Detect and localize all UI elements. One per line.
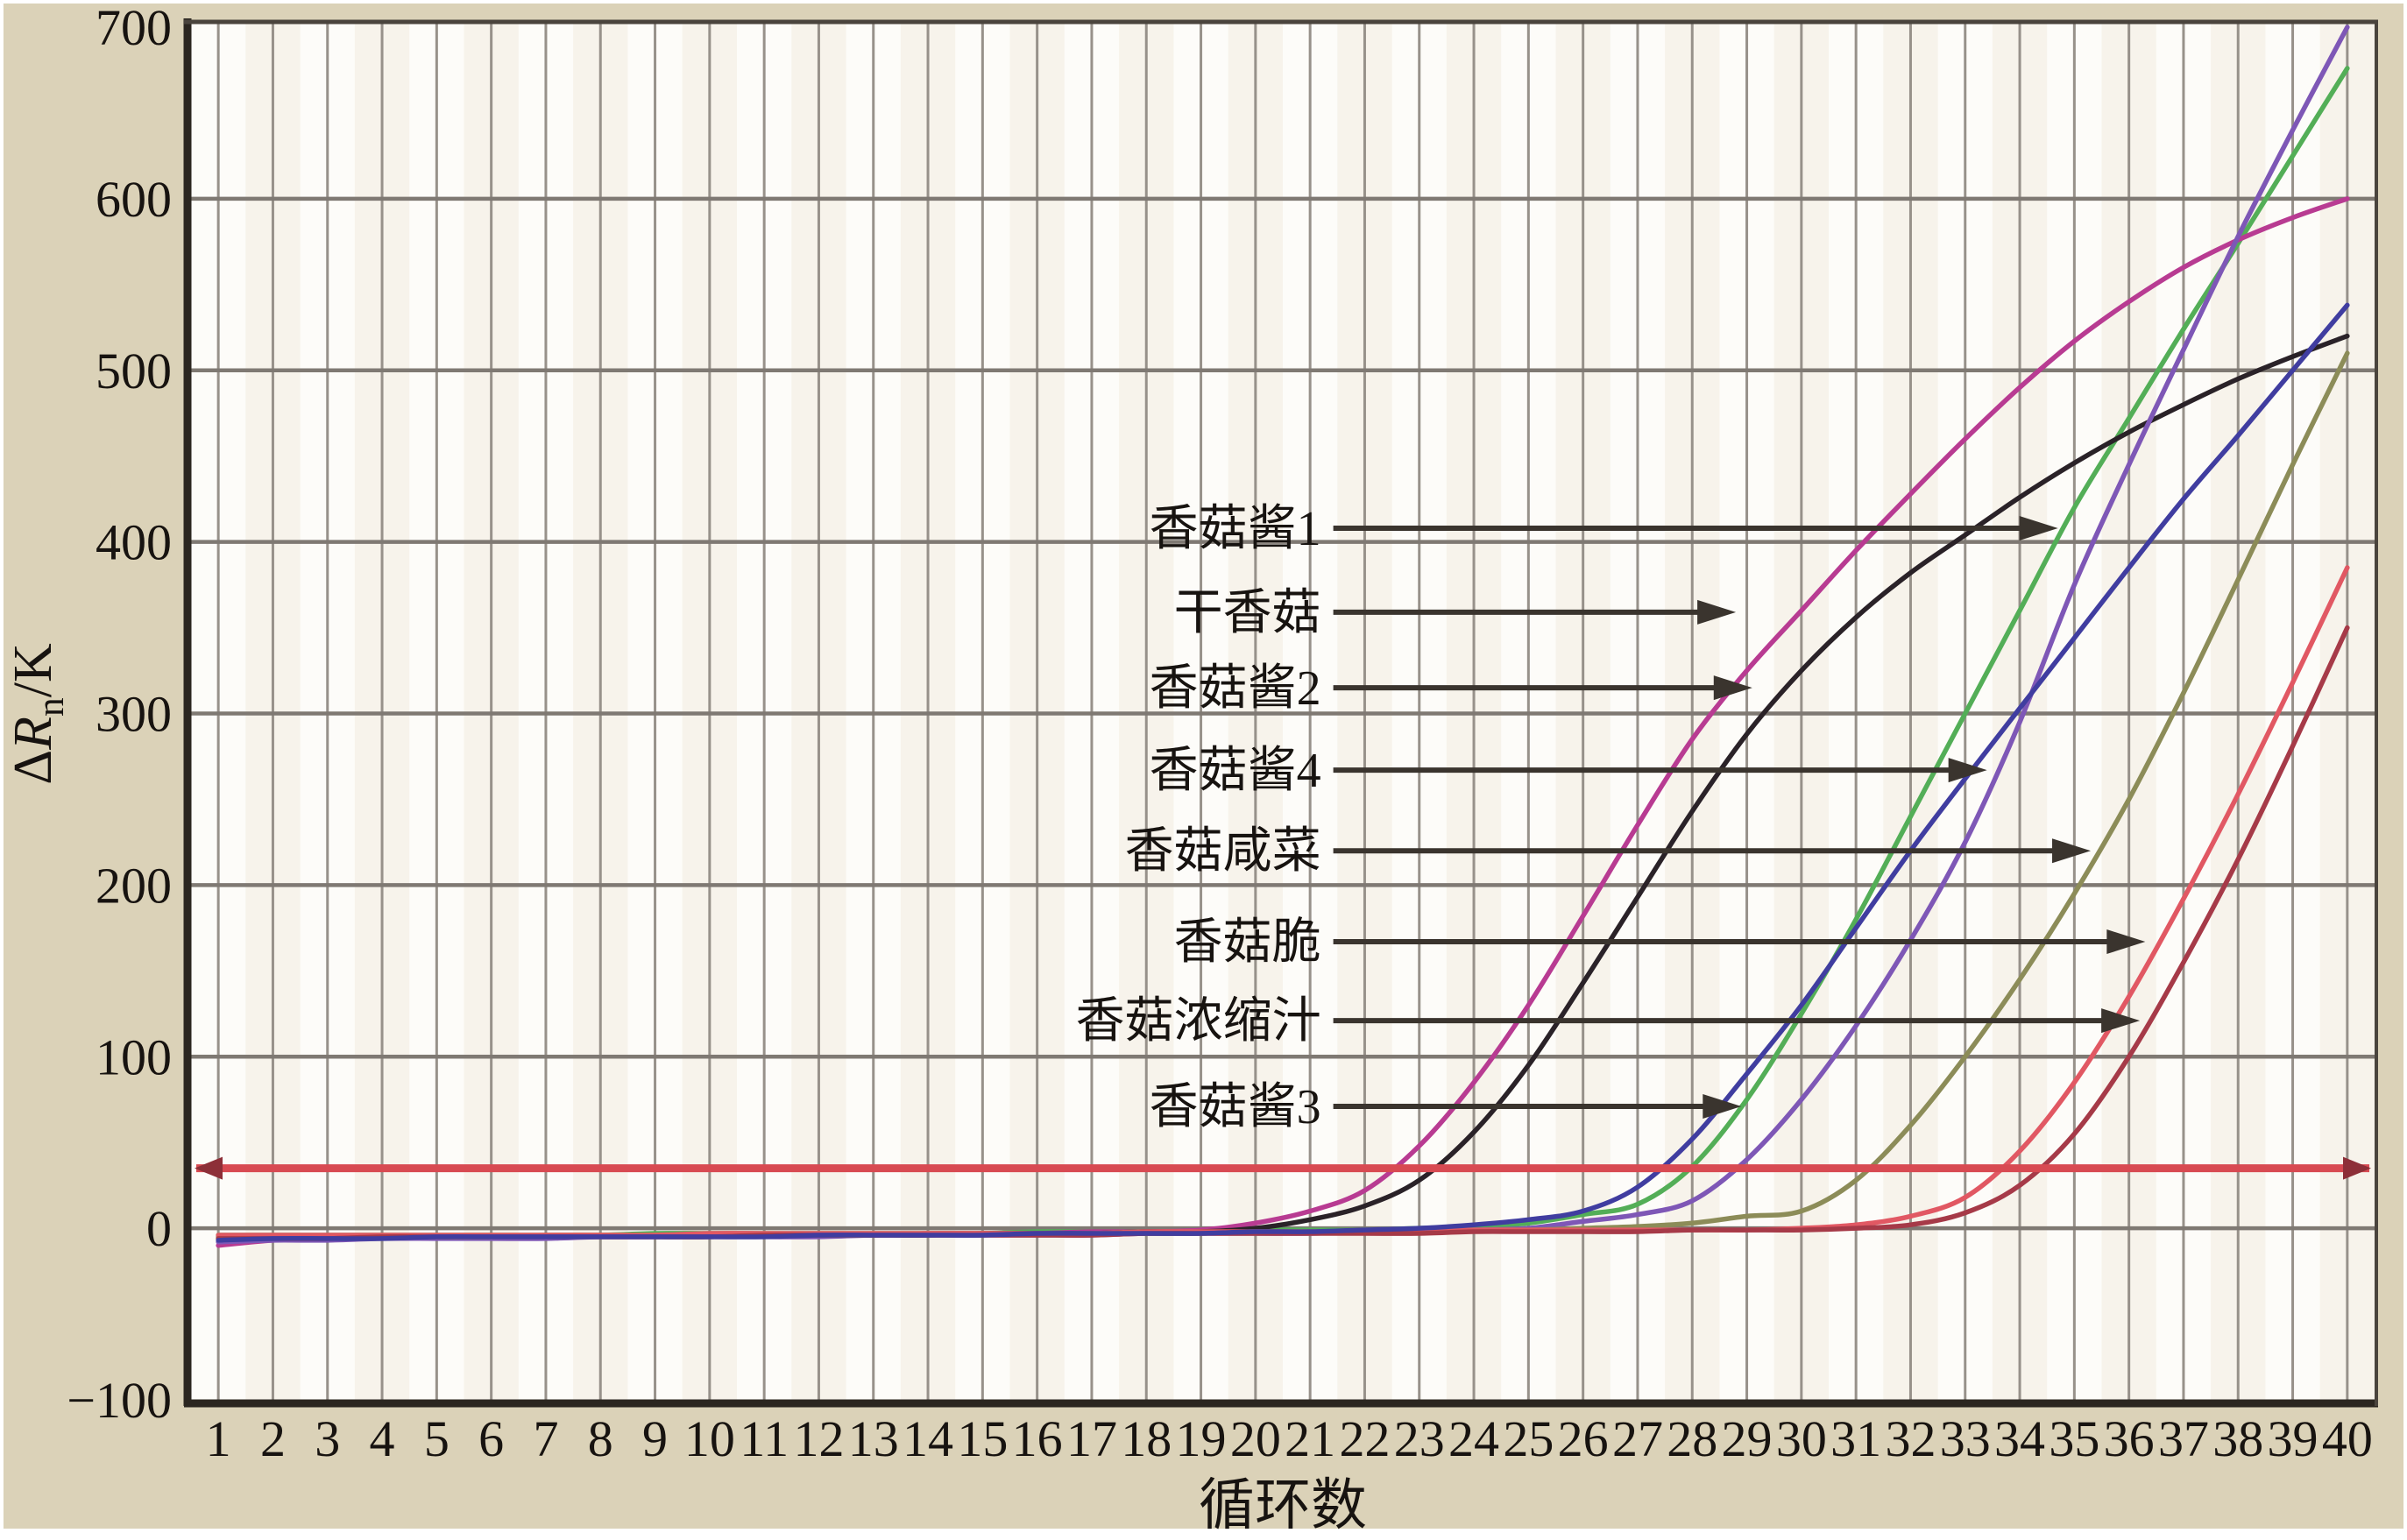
series-curves [216,25,2350,1248]
x-tick-label: 1 [206,1410,231,1467]
x-tick-label: 5 [424,1410,450,1467]
threshold-line [195,1156,2371,1180]
x-tick-label: 36 [2104,1410,2155,1467]
x-tick-label: 21 [1285,1410,1335,1467]
annotation-label: 香菇酱4 [1150,744,1321,798]
annotation-arrowhead [2019,515,2058,540]
y-axis-title-part: R [4,717,63,751]
x-tick-label: 4 [370,1410,395,1467]
threshold-right-arrowhead [2343,1156,2371,1180]
x-tick-label: 19 [1176,1410,1227,1467]
y-axis-title-part: Δ [4,750,63,785]
annotation-arrowhead [1948,758,1987,783]
x-tick-label: 24 [1448,1410,1499,1467]
y-tick-label: 0 [146,1200,172,1257]
plot-border [183,18,2378,1408]
y-tick-label: 100 [96,1028,172,1085]
annotation-arrowhead [1697,599,1737,625]
x-tick-label: 2 [260,1410,286,1467]
x-tick-label: 12 [793,1410,844,1467]
x-tick-label: 17 [1066,1410,1117,1467]
x-tick-label: 7 [533,1410,558,1467]
x-tick-label: 34 [1994,1410,2045,1467]
threshold-left-arrowhead [195,1156,223,1180]
annotation-arrowhead [1703,1094,1742,1120]
curve-香菇酱3 [216,302,2350,1243]
x-tick-label: 3 [315,1410,340,1467]
x-tick-label: 29 [1722,1410,1773,1467]
x-tick-label: 33 [1940,1410,1991,1467]
x-tick-label: 31 [1830,1410,1881,1467]
x-tick-label: 10 [684,1410,735,1467]
x-tick-label: 38 [2212,1410,2263,1467]
annotation-label: 香菇酱2 [1150,661,1321,716]
x-tick-label: 14 [903,1410,953,1467]
x-tick-label: 15 [957,1410,1008,1467]
x-tick-label: 28 [1667,1410,1717,1467]
y-tick-label: 300 [96,686,172,743]
annotation-arrowhead [2106,929,2146,955]
y-tick-label: 400 [96,514,172,571]
x-tick-label: 16 [1012,1410,1063,1467]
x-tick-label: 32 [1885,1410,1936,1467]
x-tick-label: 37 [2158,1410,2209,1467]
x-tick-label: 22 [1339,1410,1390,1467]
annotation-label: 干香菇 [1174,586,1321,640]
x-tick-label: 35 [2049,1410,2099,1467]
annotation-label: 香菇浓缩汁 [1076,994,1321,1049]
x-tick-label: 13 [848,1410,899,1467]
y-tick-label: −100 [67,1372,172,1429]
x-tick-label: 9 [642,1410,668,1467]
annotation-label: 香菇咸菜 [1125,824,1321,879]
x-tick-label: 20 [1230,1410,1281,1467]
annotation-label: 香菇脆 [1174,915,1321,970]
axis-titles: 循环数 ΔRn/K [4,643,1367,1536]
annotation-label: 香菇酱1 [1150,502,1321,556]
annotation-arrowhead [2052,838,2092,864]
y-tick-label: 700 [96,0,172,56]
x-tick-label: 39 [2268,1410,2319,1467]
x-tick-label: 6 [478,1410,504,1467]
y-axis-title: ΔRn/K [4,643,72,785]
annotation-arrowhead [2101,1008,2141,1034]
x-tick-label: 26 [1558,1410,1609,1467]
x-tick-label: 25 [1503,1410,1554,1467]
x-tick-label: 18 [1121,1410,1172,1467]
x-tick-label: 8 [588,1410,613,1467]
y-axis-title-part: n [30,697,72,717]
annotation-arrowhead [1713,675,1752,701]
y-tick-label: 500 [96,343,172,399]
y-tick-label: 200 [96,857,172,914]
x-tick-label: 40 [2322,1410,2373,1467]
x-tick-label: 30 [1776,1410,1827,1467]
x-axis-title: 循环数 [1199,1474,1367,1536]
x-tick-label: 11 [740,1410,789,1467]
y-tick-label: 600 [96,171,172,228]
x-tick-label: 23 [1394,1410,1445,1467]
annotation-label: 香菇酱3 [1150,1080,1321,1134]
y-axis-title-part: /K [4,643,63,697]
x-tick-label: 27 [1612,1410,1663,1467]
